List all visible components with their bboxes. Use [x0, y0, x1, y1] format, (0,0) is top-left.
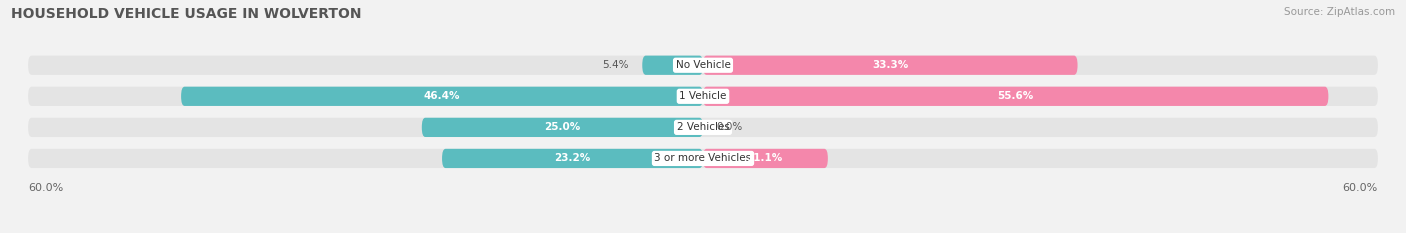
- Text: 0.0%: 0.0%: [717, 122, 742, 132]
- FancyBboxPatch shape: [28, 56, 1378, 75]
- Text: 2 Vehicles: 2 Vehicles: [676, 122, 730, 132]
- FancyBboxPatch shape: [703, 56, 1077, 75]
- FancyBboxPatch shape: [703, 87, 1329, 106]
- Text: 11.1%: 11.1%: [748, 154, 783, 163]
- FancyBboxPatch shape: [441, 149, 703, 168]
- FancyBboxPatch shape: [28, 118, 1378, 137]
- Text: HOUSEHOLD VEHICLE USAGE IN WOLVERTON: HOUSEHOLD VEHICLE USAGE IN WOLVERTON: [11, 7, 361, 21]
- Text: 46.4%: 46.4%: [423, 91, 460, 101]
- Text: Source: ZipAtlas.com: Source: ZipAtlas.com: [1284, 7, 1395, 17]
- Text: 23.2%: 23.2%: [554, 154, 591, 163]
- Text: 60.0%: 60.0%: [1343, 183, 1378, 193]
- Text: 60.0%: 60.0%: [28, 183, 63, 193]
- FancyBboxPatch shape: [181, 87, 703, 106]
- Text: 33.3%: 33.3%: [872, 60, 908, 70]
- Text: 25.0%: 25.0%: [544, 122, 581, 132]
- Text: No Vehicle: No Vehicle: [675, 60, 731, 70]
- Text: 5.4%: 5.4%: [602, 60, 628, 70]
- FancyBboxPatch shape: [28, 149, 1378, 168]
- FancyBboxPatch shape: [703, 149, 828, 168]
- FancyBboxPatch shape: [422, 118, 703, 137]
- FancyBboxPatch shape: [643, 56, 703, 75]
- Text: 3 or more Vehicles: 3 or more Vehicles: [654, 154, 752, 163]
- FancyBboxPatch shape: [28, 87, 1378, 106]
- Text: 1 Vehicle: 1 Vehicle: [679, 91, 727, 101]
- Text: 55.6%: 55.6%: [998, 91, 1033, 101]
